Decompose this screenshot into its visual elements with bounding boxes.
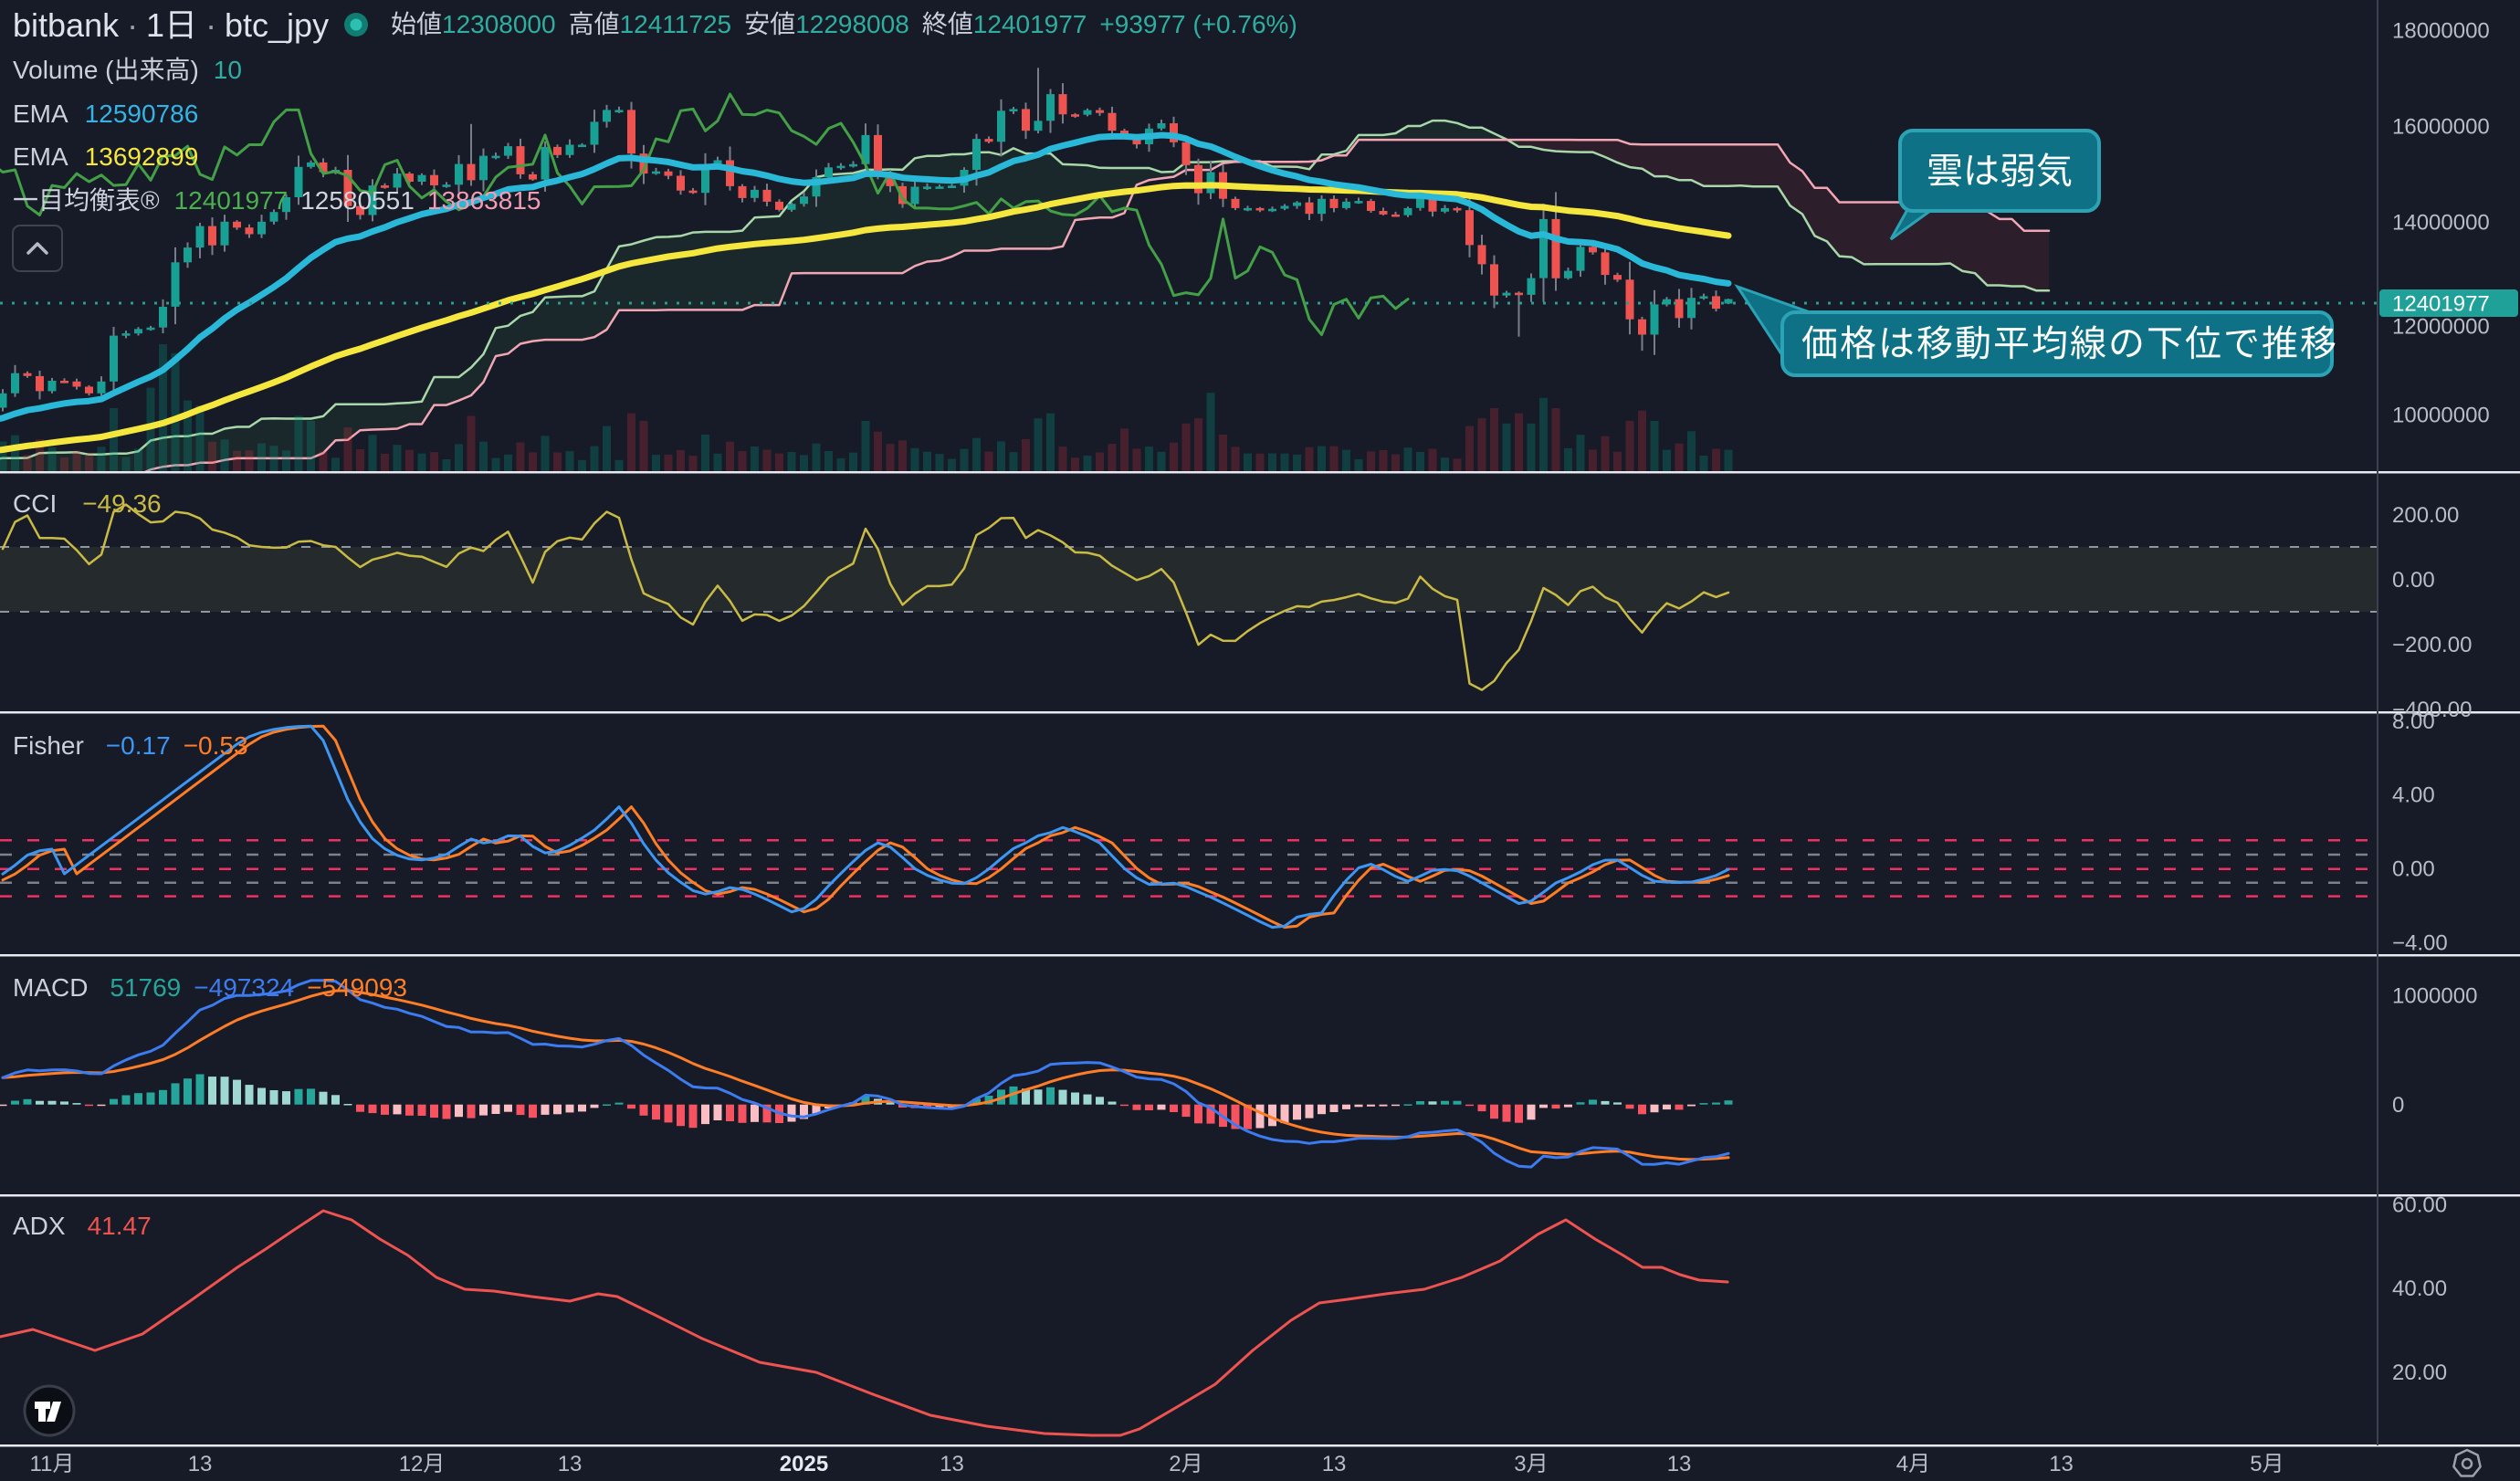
svg-text:·: · <box>127 6 138 44</box>
svg-text:14000000: 14000000 <box>2392 211 2490 236</box>
svg-text:Fisher: Fisher <box>13 731 84 760</box>
svg-text:13: 13 <box>558 1452 583 1476</box>
svg-text:EMA: EMA <box>13 142 68 171</box>
svg-text:12401977: 12401977 <box>174 186 289 215</box>
svg-text:12401977: 12401977 <box>2392 292 2490 317</box>
svg-text:): ) <box>191 56 199 84</box>
svg-text:CCI: CCI <box>13 489 57 518</box>
svg-text:·: · <box>205 6 216 44</box>
svg-text:13863815: 13863815 <box>427 186 541 215</box>
svg-text:12590786: 12590786 <box>85 100 199 128</box>
svg-text:4.00: 4.00 <box>2392 783 2435 807</box>
svg-text:2: 2 <box>1169 1452 1181 1476</box>
svg-text:MACD: MACD <box>13 973 88 1002</box>
svg-text:−0.17: −0.17 <box>106 731 171 760</box>
svg-text:200.00: 200.00 <box>2392 503 2459 528</box>
svg-text:11: 11 <box>30 1452 53 1476</box>
svg-text:40.00: 40.00 <box>2392 1276 2447 1301</box>
svg-text:+93977 (+0.76%): +93977 (+0.76%) <box>1099 10 1297 38</box>
svg-text:13692899: 13692899 <box>85 142 199 171</box>
svg-text:13: 13 <box>1322 1452 1347 1476</box>
svg-text:ADX: ADX <box>13 1212 66 1240</box>
svg-text:3: 3 <box>1514 1452 1526 1476</box>
svg-text:13: 13 <box>2049 1452 2074 1476</box>
svg-text:0.00: 0.00 <box>2392 856 2435 881</box>
svg-text:18000000: 18000000 <box>2392 19 2490 44</box>
svg-text:13: 13 <box>940 1452 964 1476</box>
svg-text:16000000: 16000000 <box>2392 115 2490 140</box>
svg-text:0: 0 <box>2392 1093 2404 1118</box>
svg-text:20.00: 20.00 <box>2392 1360 2447 1385</box>
svg-text:12: 12 <box>399 1452 424 1476</box>
svg-text:1: 1 <box>146 6 164 44</box>
svg-text:10: 10 <box>214 56 242 84</box>
svg-text:2025: 2025 <box>780 1452 828 1476</box>
svg-text:12580551: 12580551 <box>300 186 415 215</box>
svg-text:bitbank: bitbank <box>13 6 120 44</box>
svg-text:−49.36: −49.36 <box>82 489 161 518</box>
svg-text:12298008: 12298008 <box>795 10 909 38</box>
svg-text:−400.00: −400.00 <box>2392 698 2472 722</box>
svg-text:13: 13 <box>1667 1452 1692 1476</box>
svg-text:13: 13 <box>188 1452 213 1476</box>
svg-text:0.00: 0.00 <box>2392 568 2435 593</box>
svg-text:60.00: 60.00 <box>2392 1192 2447 1217</box>
svg-text:41.47: 41.47 <box>88 1212 152 1240</box>
svg-text:EMA: EMA <box>13 100 68 128</box>
svg-text:−549093: −549093 <box>307 973 407 1002</box>
svg-text:−0.53: −0.53 <box>184 731 248 760</box>
svg-text:12401977: 12401977 <box>973 10 1087 38</box>
svg-text:5: 5 <box>2250 1452 2262 1476</box>
svg-text:8.00: 8.00 <box>2392 709 2435 734</box>
svg-text:12308000: 12308000 <box>442 10 556 38</box>
svg-text:−4.00: −4.00 <box>2392 931 2448 956</box>
svg-text:4: 4 <box>1896 1452 1908 1476</box>
svg-text:−497324: −497324 <box>194 973 294 1002</box>
svg-text:10000000: 10000000 <box>2392 404 2490 428</box>
svg-text:12000000: 12000000 <box>2392 315 2490 340</box>
svg-text:btc_jpy: btc_jpy <box>225 6 329 44</box>
svg-text:−200.00: −200.00 <box>2392 633 2472 657</box>
svg-text:Volume (: Volume ( <box>13 56 114 84</box>
svg-text:1000000: 1000000 <box>2392 984 2477 1009</box>
svg-text:12411725: 12411725 <box>620 10 732 38</box>
svg-text:®: ® <box>141 186 160 215</box>
svg-text:51769: 51769 <box>110 973 181 1002</box>
